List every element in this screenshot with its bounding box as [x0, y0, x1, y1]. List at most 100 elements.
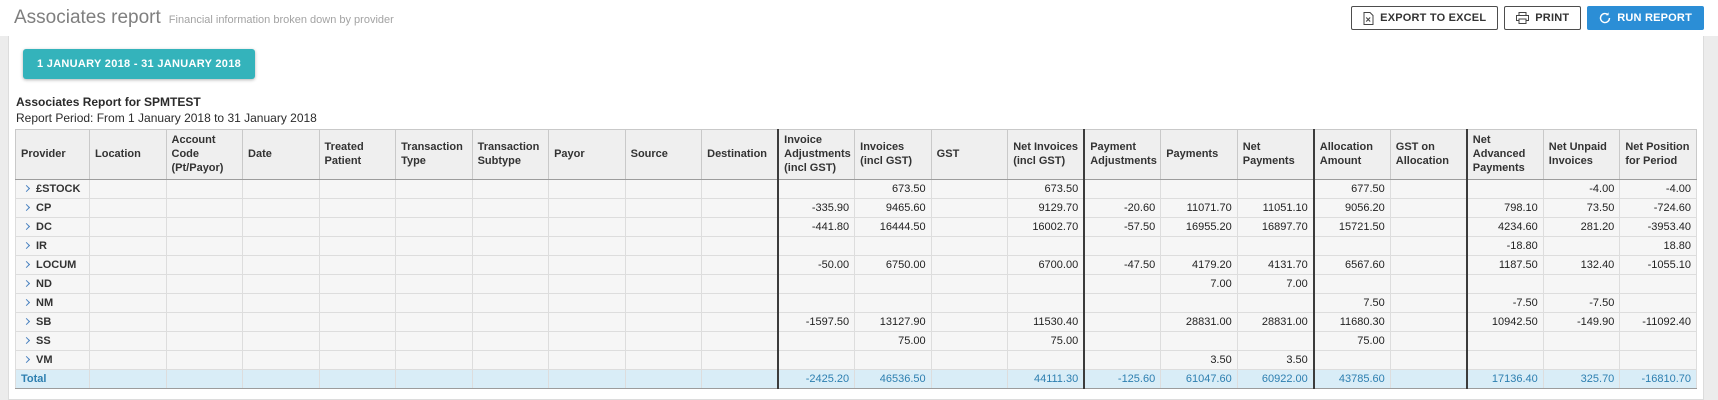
value-cell: 132.40	[1542, 255, 1621, 276]
provider-cell[interactable]: DC	[15, 217, 90, 238]
empty-cell	[701, 331, 779, 352]
chevron-right-icon	[22, 280, 31, 288]
value-cell	[930, 274, 1009, 295]
value-cell: 6700.00	[1007, 255, 1085, 276]
value-cell	[777, 331, 856, 352]
empty-cell	[165, 350, 244, 371]
column-header: Transaction Type	[395, 128, 473, 181]
provider-cell[interactable]: NM	[15, 293, 90, 314]
value-cell: 9056.20	[1312, 198, 1391, 219]
empty-cell	[242, 312, 320, 333]
value-cell	[1236, 236, 1315, 257]
value-cell	[854, 236, 932, 257]
value-cell: 4179.20	[1160, 255, 1238, 276]
value-cell	[854, 293, 932, 314]
value-cell	[1389, 217, 1468, 238]
empty-cell	[242, 293, 320, 314]
column-header: Net Unpaid Invoices	[1542, 128, 1621, 181]
value-cell: -47.50	[1083, 255, 1162, 276]
value-cell	[1083, 293, 1162, 314]
provider-row: VM 3.50 3.50	[15, 350, 1697, 371]
empty-cell	[242, 274, 320, 295]
date-range-button[interactable]: 1 JANUARY 2018 - 31 JANUARY 2018	[23, 49, 256, 79]
value-cell: 60922.00	[1236, 369, 1315, 390]
value-cell	[1083, 236, 1162, 257]
provider-cell[interactable]: SB	[15, 312, 90, 333]
column-header: Provider	[15, 128, 90, 181]
value-cell	[1312, 274, 1391, 295]
provider-cell[interactable]: SS	[15, 331, 90, 352]
column-header: Net Invoices (incl GST)	[1007, 128, 1085, 181]
value-cell	[1007, 236, 1085, 257]
provider-cell[interactable]: VM	[15, 350, 90, 371]
value-cell: 7.00	[1160, 274, 1238, 295]
value-cell: 15721.50	[1312, 217, 1391, 238]
value-cell: 9465.60	[854, 198, 932, 219]
value-cell	[1083, 331, 1162, 352]
value-cell	[777, 293, 856, 314]
empty-cell	[624, 369, 703, 390]
value-cell	[1160, 179, 1238, 200]
value-cell	[1465, 331, 1544, 352]
empty-cell	[624, 350, 703, 371]
empty-cell	[701, 312, 779, 333]
provider-row: CP -335.90 9465.60 9129.70 -20.60 11071.70 110…	[15, 198, 1697, 219]
empty-cell	[624, 293, 703, 314]
chevron-right-icon	[22, 299, 31, 307]
empty-cell	[471, 198, 550, 219]
provider-name: IR	[36, 240, 47, 253]
value-cell	[1542, 331, 1621, 352]
total-label: Total	[21, 373, 47, 386]
run-report-button[interactable]: RUN REPORT	[1587, 6, 1704, 30]
empty-cell	[395, 255, 473, 276]
empty-cell	[471, 179, 550, 200]
value-cell: 17136.40	[1465, 369, 1544, 390]
provider-cell[interactable]: IR	[15, 236, 90, 257]
page-subtitle: Financial information broken down by pro…	[168, 14, 394, 26]
provider-row: £STOCK 673.50 673.50 677.50 -4.00 -4.00	[15, 179, 1697, 200]
value-cell: -7.50	[1465, 293, 1544, 314]
value-cell	[1542, 350, 1621, 371]
empty-cell	[701, 255, 779, 276]
column-header: Source	[624, 128, 703, 181]
empty-cell	[395, 198, 473, 219]
empty-cell	[89, 217, 167, 238]
value-cell: -724.60	[1619, 198, 1697, 219]
empty-cell	[548, 312, 626, 333]
empty-cell	[242, 198, 320, 219]
provider-cell[interactable]: LOCUM	[15, 255, 90, 276]
empty-cell	[471, 350, 550, 371]
provider-cell[interactable]: CP	[15, 198, 90, 219]
provider-cell[interactable]: £STOCK	[15, 179, 90, 200]
empty-cell	[318, 274, 397, 295]
value-cell	[1389, 274, 1468, 295]
value-cell: 11071.70	[1160, 198, 1238, 219]
value-cell	[930, 331, 1009, 352]
empty-cell	[395, 293, 473, 314]
value-cell: 325.70	[1542, 369, 1621, 390]
empty-cell	[165, 331, 244, 352]
report-period: Report Period: From 1 January 2018 to 31…	[16, 111, 317, 125]
provider-name: VM	[36, 354, 53, 367]
value-cell	[1236, 179, 1315, 200]
empty-cell	[242, 369, 320, 390]
chevron-right-icon	[22, 223, 31, 231]
empty-cell	[165, 198, 244, 219]
value-cell: 46536.50	[854, 369, 932, 390]
run-report-label: RUN REPORT	[1617, 12, 1692, 24]
empty-cell	[242, 331, 320, 352]
value-cell: -20.60	[1083, 198, 1162, 219]
chevron-right-icon	[22, 242, 31, 250]
export-to-excel-button[interactable]: EXPORT TO EXCEL	[1351, 6, 1499, 30]
empty-cell	[318, 312, 397, 333]
value-cell: 16444.50	[854, 217, 932, 238]
empty-cell	[165, 274, 244, 295]
empty-cell	[89, 369, 167, 390]
provider-name: CP	[36, 202, 52, 215]
value-cell	[1312, 236, 1391, 257]
value-cell: 43785.60	[1312, 369, 1391, 390]
provider-cell[interactable]: ND	[15, 274, 90, 295]
print-button[interactable]: PRINT	[1504, 6, 1582, 30]
value-cell	[930, 217, 1009, 238]
value-cell: -1055.10	[1619, 255, 1697, 276]
